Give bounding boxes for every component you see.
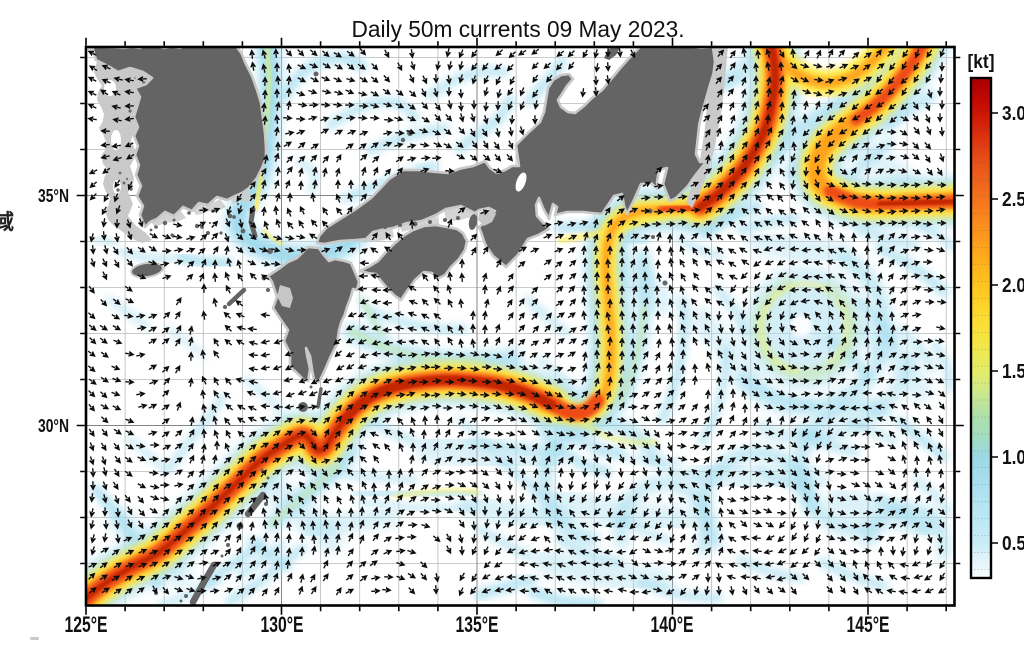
svg-text:135°E: 135°E <box>456 612 499 637</box>
svg-text:0.5: 0.5 <box>1002 533 1024 555</box>
svg-text:145°E: 145°E <box>847 612 890 637</box>
svg-text:2.5: 2.5 <box>1002 189 1024 211</box>
svg-text:3.0: 3.0 <box>1002 103 1024 125</box>
svg-text:30°N: 30°N <box>38 415 69 436</box>
svg-text:Daily 50m currents 09 May 2023: Daily 50m currents 09 May 2023. <box>352 16 685 42</box>
svg-text:1.0: 1.0 <box>1002 447 1024 469</box>
svg-text:域: 域 <box>0 210 14 234</box>
svg-text:35°N: 35°N <box>38 185 69 206</box>
svg-text:130°E: 130°E <box>261 612 304 637</box>
svg-text:125°E: 125°E <box>65 612 108 637</box>
svg-text:[kt]: [kt] <box>968 52 995 73</box>
svg-text:1.5: 1.5 <box>1002 361 1024 383</box>
svg-text:2.0: 2.0 <box>1002 275 1024 297</box>
svg-text:140°E: 140°E <box>651 612 694 637</box>
